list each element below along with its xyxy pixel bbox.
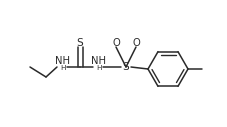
Text: O: O — [132, 38, 140, 48]
Text: H: H — [60, 65, 66, 70]
Text: H: H — [96, 65, 102, 70]
Text: S: S — [123, 61, 129, 72]
Text: NH: NH — [54, 57, 69, 67]
Text: NH: NH — [91, 57, 106, 67]
Text: S: S — [77, 37, 83, 47]
Text: O: O — [112, 38, 120, 48]
